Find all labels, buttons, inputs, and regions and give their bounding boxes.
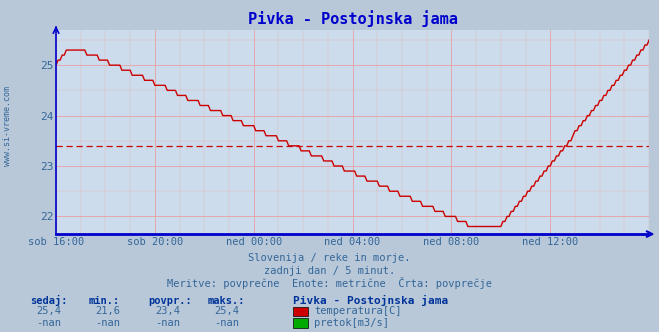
Text: www.si-vreme.com: www.si-vreme.com (3, 86, 13, 166)
Text: min.:: min.: (89, 296, 120, 306)
Text: 25,4: 25,4 (36, 306, 61, 316)
Text: Slovenija / reke in morje.: Slovenija / reke in morje. (248, 253, 411, 263)
Text: Meritve: povprečne  Enote: metrične  Črta: povprečje: Meritve: povprečne Enote: metrične Črta:… (167, 277, 492, 289)
Text: zadnji dan / 5 minut.: zadnji dan / 5 minut. (264, 266, 395, 276)
Text: -nan: -nan (155, 318, 180, 328)
Text: 21,6: 21,6 (96, 306, 121, 316)
Text: 25,4: 25,4 (214, 306, 239, 316)
Title: Pivka - Postojnska jama: Pivka - Postojnska jama (248, 11, 457, 27)
Text: -nan: -nan (36, 318, 61, 328)
Text: pretok[m3/s]: pretok[m3/s] (314, 318, 389, 328)
Text: Pivka - Postojnska jama: Pivka - Postojnska jama (293, 295, 449, 306)
Text: sedaj:: sedaj: (30, 295, 67, 306)
Text: maks.:: maks.: (208, 296, 245, 306)
Text: -nan: -nan (214, 318, 239, 328)
Text: temperatura[C]: temperatura[C] (314, 306, 402, 316)
Text: 23,4: 23,4 (155, 306, 180, 316)
Text: -nan: -nan (96, 318, 121, 328)
Text: povpr.:: povpr.: (148, 296, 192, 306)
